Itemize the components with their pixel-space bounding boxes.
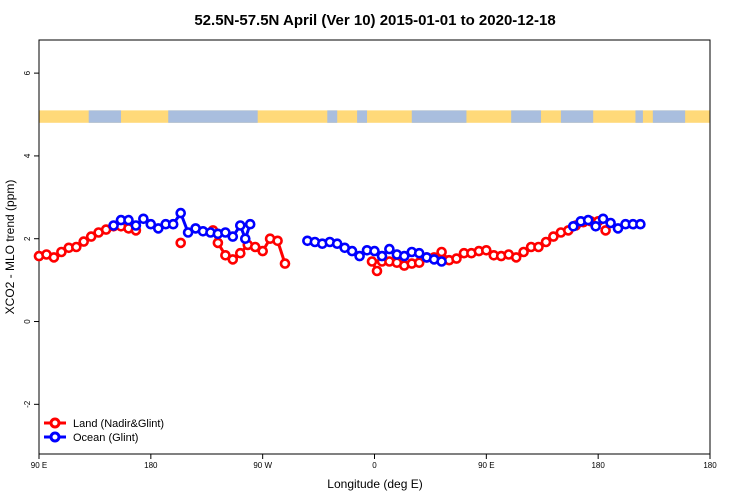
x-tick-label-2: 90 W [253,461,272,470]
ocean-point-38 [436,256,447,267]
x-tick-label-0: 90 E [31,461,47,470]
land-point-2 [48,252,60,263]
land-point-21 [249,241,261,253]
x-axis: 90 E 180 90 W 0 90 E 180 180 [31,454,717,470]
band-ocean-0 [88,110,122,123]
band-ocean-7 [635,110,643,123]
land-point-3 [56,246,67,258]
legend-label-ocean: Ocean (Glint) [73,432,138,444]
ocean-point-16 [227,231,239,242]
band-ocean-3 [357,110,368,123]
land-point-42 [480,245,492,256]
ocean-point-5 [145,218,157,230]
ocean-point-30 [376,250,388,262]
land-point-49 [533,241,544,253]
ocean-point-19 [244,218,256,230]
ocean-point-42 [590,221,602,232]
ocean-point-0 [108,220,119,231]
legend-marker-land [49,417,61,429]
y-tick-label-0: -2 [23,400,32,408]
land-point-25 [279,258,291,269]
legend-label-land: Land (Nadir&Glint) [73,418,164,430]
ocean-point-31 [384,243,395,255]
band-ocean-6 [560,110,594,123]
band-ocean-4 [411,110,467,123]
band-ocean-8 [652,110,686,123]
land-point-50 [540,236,552,248]
x-tick-label-4: 90 E [478,461,494,470]
y-axis: -2 0 2 4 6 [23,70,39,408]
series-group [33,207,646,277]
ocean-point-15 [220,227,231,238]
band-ocean-1 [168,110,258,123]
x-tick-label-end: 180 [703,461,717,470]
x-tick-label-1: 180 [144,461,158,470]
ocean-point-4 [138,213,149,225]
ocean-point-18 [240,233,251,244]
land-point-6 [78,236,89,247]
legend-marker-ocean [49,431,61,443]
ocean-point-33 [398,250,410,262]
land-point-27 [371,265,383,277]
band-land [39,110,710,123]
land-point-26 [366,256,378,267]
land-point-7 [85,231,97,242]
land-point-18 [227,254,239,265]
land-point-16 [212,237,224,249]
band-ocean-2 [327,110,338,123]
land-point-14 [175,237,186,249]
ocean-point-26 [346,245,358,257]
land-point-17 [220,250,231,261]
ocean-point-35 [413,247,425,259]
x-tick-label-5: 180 [591,461,605,470]
land-point-22 [257,245,269,257]
ocean-point-43 [597,213,609,225]
y-axis-label: XCO2 - MLO trend (ppm) [3,180,17,315]
y-tick-label-3: 4 [23,153,32,158]
ocean-point-6 [153,223,164,234]
land-point-46 [510,252,522,263]
land-point-47 [518,246,529,258]
ocean-point-39 [567,221,579,232]
ocean-point-9 [175,207,186,219]
ocean-point-17 [235,220,246,231]
x-axis-label: Longitude (deg E) [327,477,422,491]
band-ocean-5 [511,110,542,123]
ocean-point-27 [354,250,365,262]
ocean-point-44 [605,217,616,229]
x-tick-label-3: 0 [372,461,377,470]
land-ocean-band [39,110,710,123]
land-point-38 [451,253,462,264]
land-point-19 [235,247,246,259]
land-point-51 [548,231,559,242]
y-tick-label-4: 6 [23,70,32,75]
ocean-point-24 [331,238,343,249]
legend: Land (Nadir&Glint) Ocean (Glint) [44,417,164,444]
ocean-point-48 [635,218,646,230]
land-point-36 [436,246,447,258]
chart-title: 52.5N-57.5N April (Ver 10) 2015-01-01 to… [194,12,555,29]
ocean-point-41 [582,214,594,226]
y-tick-label-1: 0 [23,319,32,324]
ocean-point-10 [182,227,194,238]
land-point-33 [413,257,425,269]
ocean-point-29 [369,245,380,257]
ocean-point-2 [123,214,134,226]
y-tick-label-2: 2 [23,236,32,241]
ocean-point-3 [130,220,142,231]
ocean-point-45 [612,223,624,234]
land-point-58 [600,225,611,236]
ocean-point-8 [167,218,179,230]
land-point-24 [272,235,283,247]
land-point-5 [71,241,82,253]
